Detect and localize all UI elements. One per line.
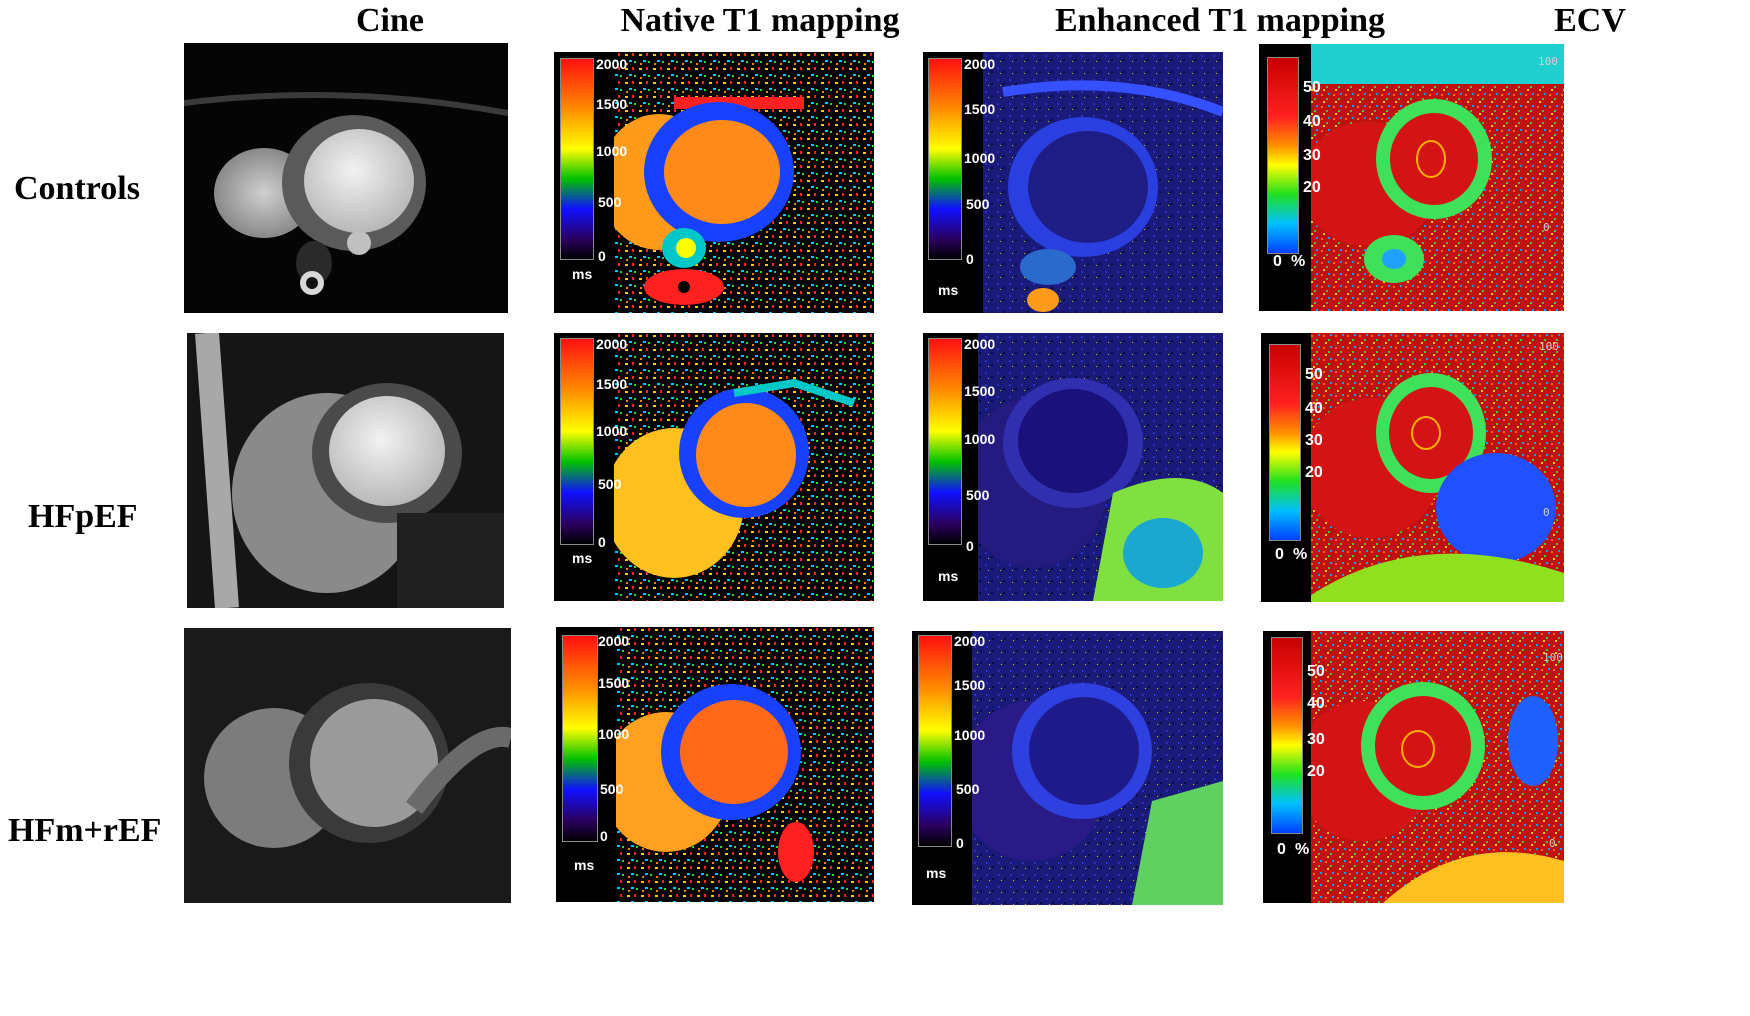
ecv-corner-top: 100: [1538, 55, 1558, 68]
row-label-hfmref: HFm+rEF: [8, 812, 162, 849]
ecv-hfmref-map: [1263, 631, 1564, 903]
row-label-hfpef: HFpEF: [28, 498, 138, 535]
t1-colorbar-enhanced-controls: 2000 1500 1000 500 0 ms: [928, 56, 998, 298]
t1-tick-1000: 1000: [598, 726, 630, 742]
t1-tick-2000: 2000: [954, 633, 986, 649]
t1-unit-ms: ms: [938, 568, 959, 584]
ecv-hfpef-map: [1261, 333, 1564, 602]
t1-tick-500: 500: [600, 781, 624, 797]
ecv-tick-0: 0: [1277, 841, 1286, 858]
native-t1-controls-map: [554, 52, 874, 313]
cine-hfpef-image: [187, 333, 504, 608]
row-label-controls: Controls: [14, 170, 140, 207]
t1-tick-2000: 2000: [964, 336, 996, 352]
t1-unit-ms: ms: [926, 865, 947, 881]
ecv-corner-bottom: 0: [1543, 506, 1550, 519]
ecv-tick-40: 40: [1303, 113, 1321, 130]
t1-tick-0: 0: [600, 828, 608, 844]
column-title-native-t1: Native T1 mapping: [620, 2, 900, 39]
t1-tick-0: 0: [956, 835, 964, 851]
t1-tick-500: 500: [598, 476, 622, 492]
t1-colorbar-enhanced-hfpef: 2000 1500 1000 500 0 ms: [928, 336, 998, 588]
t1-tick-1500: 1500: [598, 675, 630, 691]
t1-tick-0: 0: [598, 534, 606, 550]
t1-tick-1000: 1000: [596, 423, 628, 439]
t1-tick-1500: 1500: [596, 96, 628, 112]
ecv-tick-0: 0: [1273, 253, 1282, 270]
t1-colorbar-native-hfmref: 2000 1500 1000 500 0 ms: [562, 633, 632, 875]
ecv-colorbar-controls: 50 40 30 20 0 % 100 0: [1263, 55, 1563, 297]
t1-tick-1500: 1500: [596, 376, 628, 392]
column-title-ecv: ECV: [1554, 2, 1626, 39]
t1-tick-500: 500: [598, 194, 622, 210]
t1-tick-2000: 2000: [596, 336, 628, 352]
t1-tick-1000: 1000: [954, 727, 986, 743]
t1-tick-0: 0: [966, 251, 974, 267]
ecv-unit-percent: %: [1293, 546, 1308, 563]
t1-tick-1000: 1000: [964, 150, 996, 166]
ecv-corner-top: 100: [1539, 340, 1559, 353]
ecv-tick-20: 20: [1305, 464, 1323, 481]
cine-hfmref-image: [184, 628, 511, 903]
ecv-unit-percent: %: [1291, 253, 1306, 270]
t1-tick-1000: 1000: [596, 143, 628, 159]
t1-tick-500: 500: [956, 781, 980, 797]
native-t1-hfpef-map: [554, 333, 874, 601]
enhanced-t1-hfmref-map: [912, 631, 1223, 905]
t1-tick-0: 0: [966, 538, 974, 554]
t1-colorbar-native-hfpef: 2000 1500 1000 500 0 ms: [560, 336, 630, 578]
t1-tick-2000: 2000: [596, 56, 628, 72]
ecv-corner-top: 100: [1543, 651, 1563, 664]
t1-tick-0: 0: [598, 248, 606, 264]
t1-colorbar-native-controls: 2000 1500 1000 500 0 ms: [560, 56, 630, 298]
t1-unit-ms: ms: [938, 282, 959, 298]
column-title-enhanced-t1: Enhanced T1 mapping: [1054, 2, 1386, 39]
enhanced-t1-hfpef-map: [923, 333, 1223, 601]
ecv-colorbar-hfpef: 50 40 30 20 0 % 100 0: [1265, 340, 1563, 584]
ecv-unit-percent: %: [1295, 841, 1310, 858]
cine-controls-image: [184, 43, 508, 313]
ecv-tick-40: 40: [1307, 695, 1325, 712]
t1-tick-2000: 2000: [964, 56, 996, 72]
t1-unit-ms: ms: [574, 857, 595, 873]
ecv-tick-50: 50: [1305, 366, 1323, 383]
ecv-tick-0: 0: [1275, 546, 1284, 563]
t1-tick-1500: 1500: [964, 383, 996, 399]
ecv-tick-50: 50: [1307, 663, 1325, 680]
ecv-controls-map: [1259, 44, 1564, 311]
t1-colorbar-enhanced-hfmref: 2000 1500 1000 500 0 ms: [918, 633, 988, 885]
t1-tick-2000: 2000: [598, 633, 630, 649]
ecv-tick-20: 20: [1303, 179, 1321, 196]
t1-unit-ms: ms: [572, 550, 593, 566]
ecv-tick-20: 20: [1307, 763, 1325, 780]
t1-tick-500: 500: [966, 487, 990, 503]
ecv-tick-30: 30: [1303, 147, 1321, 164]
t1-tick-500: 500: [966, 196, 990, 212]
t1-unit-ms: ms: [572, 266, 593, 282]
ecv-colorbar-hfmref: 50 40 30 20 0 % 100 0: [1267, 637, 1563, 877]
ecv-corner-bottom: 0: [1549, 837, 1556, 850]
ecv-corner-bottom: 0: [1543, 221, 1550, 234]
ecv-tick-30: 30: [1307, 731, 1325, 748]
ecv-tick-40: 40: [1305, 400, 1323, 417]
t1-tick-1500: 1500: [954, 677, 986, 693]
t1-tick-1000: 1000: [964, 431, 996, 447]
column-title-cine: Cine: [356, 2, 424, 39]
ecv-tick-30: 30: [1305, 432, 1323, 449]
ecv-tick-50: 50: [1303, 79, 1321, 96]
t1-tick-1500: 1500: [964, 101, 996, 117]
